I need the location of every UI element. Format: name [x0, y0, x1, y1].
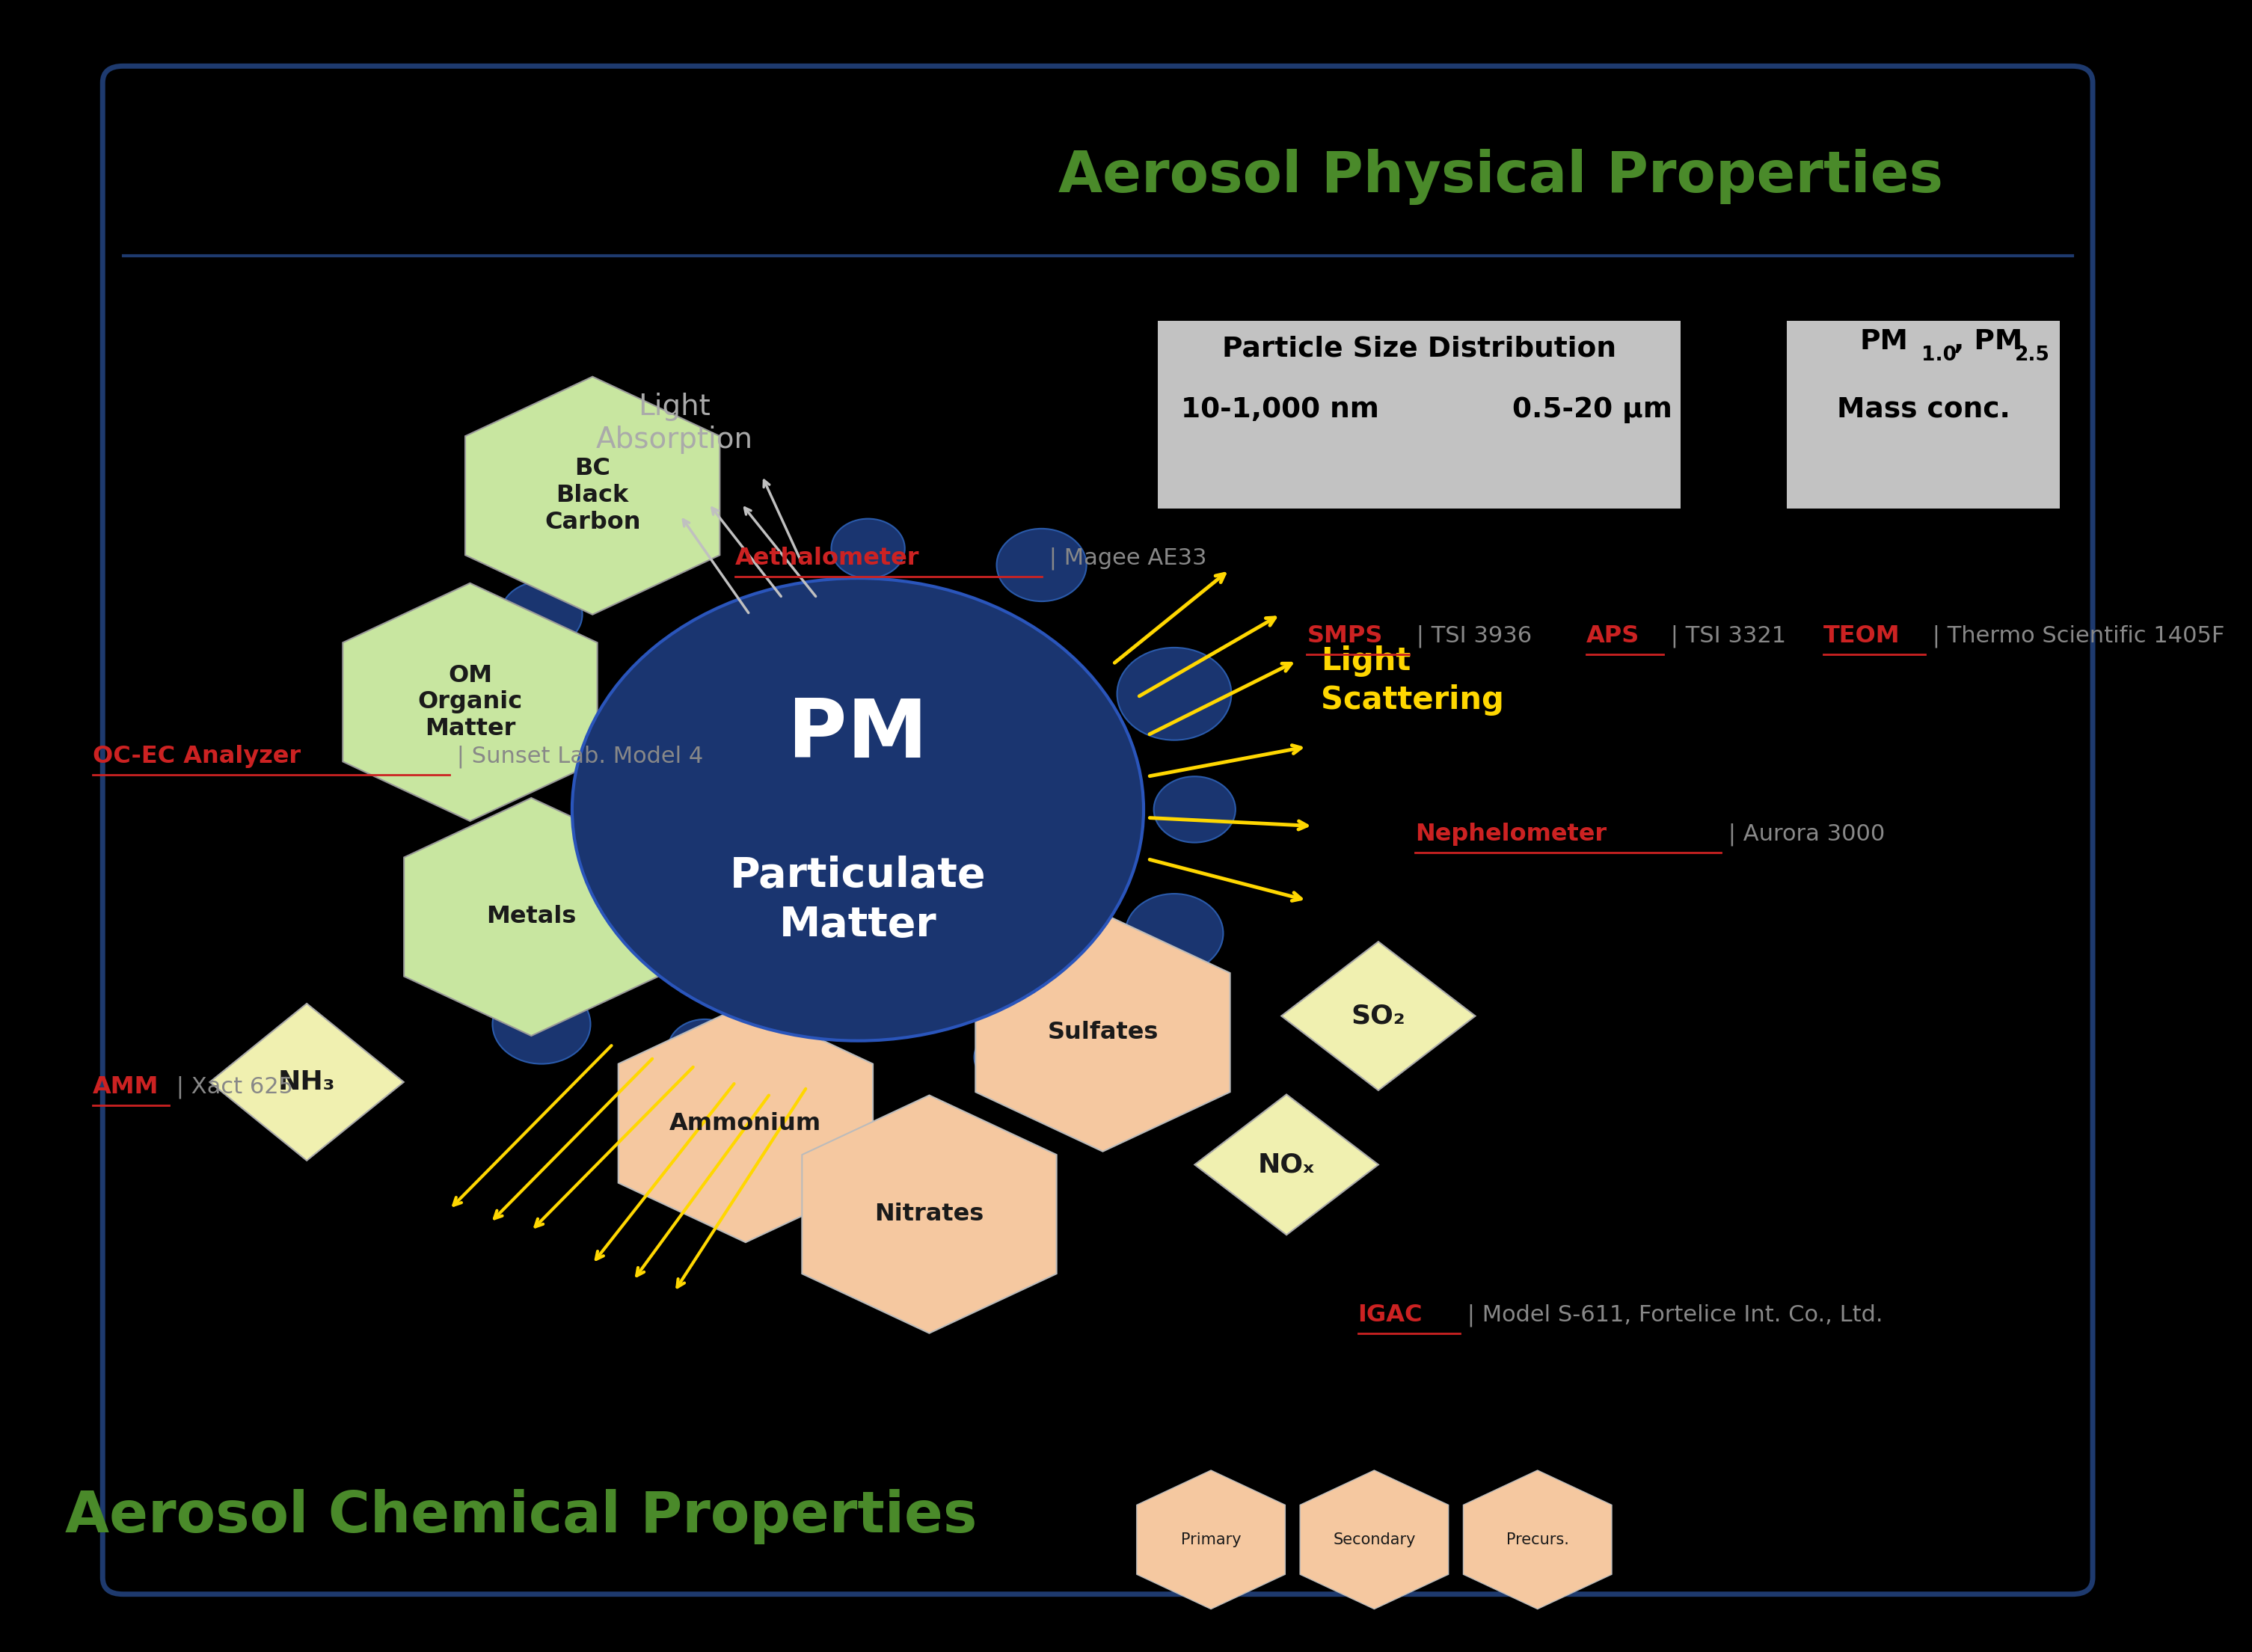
Circle shape: [1126, 894, 1223, 973]
Text: Aerosol Physical Properties: Aerosol Physical Properties: [1058, 149, 1943, 205]
Text: | Thermo Scientific 1405F: | Thermo Scientific 1405F: [1925, 624, 2225, 648]
Text: | Aurora 3000: | Aurora 3000: [1721, 823, 1885, 846]
Text: IGAC: IGAC: [1358, 1303, 1423, 1327]
Text: | Xact 625: | Xact 625: [169, 1075, 293, 1099]
Text: | Magee AE33: | Magee AE33: [1040, 547, 1207, 570]
Polygon shape: [1299, 1470, 1448, 1609]
Circle shape: [1117, 648, 1232, 740]
Text: , PM: , PM: [1955, 329, 2022, 355]
Circle shape: [572, 578, 1144, 1041]
FancyBboxPatch shape: [1158, 320, 1680, 509]
Text: BC
Black
Carbon: BC Black Carbon: [545, 458, 640, 534]
Circle shape: [669, 1019, 741, 1079]
Polygon shape: [1137, 1470, 1286, 1609]
Text: Sulfates: Sulfates: [1047, 1021, 1158, 1044]
Text: | TSI 3321: | TSI 3321: [1662, 624, 1786, 648]
Text: Nitrates: Nitrates: [874, 1203, 984, 1226]
FancyBboxPatch shape: [1786, 320, 2061, 509]
Text: Primary: Primary: [1180, 1531, 1241, 1548]
Polygon shape: [403, 798, 658, 1036]
Text: Metals: Metals: [486, 905, 577, 928]
Circle shape: [1153, 776, 1236, 843]
Polygon shape: [619, 1004, 874, 1242]
Polygon shape: [1281, 942, 1475, 1090]
Text: Particle Size Distribution: Particle Size Distribution: [1223, 335, 1617, 362]
Text: AMM: AMM: [92, 1075, 158, 1099]
Circle shape: [493, 985, 590, 1064]
Polygon shape: [209, 1004, 403, 1160]
Circle shape: [500, 582, 583, 648]
Text: SO₂: SO₂: [1351, 1003, 1405, 1029]
Text: Aerosol Chemical Properties: Aerosol Chemical Properties: [65, 1488, 977, 1545]
Text: Light
Absorption: Light Absorption: [595, 393, 752, 454]
Polygon shape: [802, 1095, 1056, 1333]
Polygon shape: [342, 583, 597, 821]
Text: 1.0: 1.0: [1921, 345, 1957, 365]
Circle shape: [998, 529, 1085, 601]
Polygon shape: [1464, 1470, 1612, 1609]
Text: Light
Scattering: Light Scattering: [1322, 646, 1504, 715]
Text: NH₃: NH₃: [279, 1069, 336, 1095]
Text: Aethalometer: Aethalometer: [736, 547, 919, 570]
Text: | Model S-611, Fortelice Int. Co., Ltd.: | Model S-611, Fortelice Int. Co., Ltd.: [1459, 1303, 1883, 1327]
Text: OC-EC Analyzer: OC-EC Analyzer: [92, 745, 300, 768]
Text: 2.5: 2.5: [2016, 345, 2049, 365]
Text: OM
Organic
Matter: OM Organic Matter: [417, 664, 522, 740]
Circle shape: [975, 1028, 1047, 1087]
Text: Secondary: Secondary: [1333, 1531, 1417, 1548]
Polygon shape: [1194, 1095, 1378, 1236]
Text: NOₓ: NOₓ: [1259, 1151, 1315, 1178]
Circle shape: [484, 829, 558, 889]
Text: 0.5-20 μm: 0.5-20 μm: [1513, 396, 1673, 423]
Text: SMPS: SMPS: [1306, 624, 1383, 648]
Text: | TSI 3936: | TSI 3936: [1410, 624, 1531, 648]
Text: PM: PM: [788, 695, 928, 775]
Text: Ammonium: Ammonium: [669, 1112, 822, 1135]
Text: Mass conc.: Mass conc.: [1838, 396, 2011, 423]
Text: APS: APS: [1585, 624, 1639, 648]
Text: PM: PM: [1860, 329, 1907, 355]
Text: Particulate
Matter: Particulate Matter: [730, 856, 986, 945]
Circle shape: [480, 700, 554, 760]
Text: 10-1,000 nm: 10-1,000 nm: [1182, 396, 1380, 423]
Polygon shape: [466, 377, 721, 615]
Text: | Sunset Lab. Model 4: | Sunset Lab. Model 4: [450, 745, 703, 768]
Text: Precurs.: Precurs.: [1507, 1531, 1570, 1548]
Text: Nephelometer: Nephelometer: [1414, 823, 1606, 846]
Polygon shape: [975, 914, 1230, 1151]
Text: TEOM: TEOM: [1824, 624, 1901, 648]
Circle shape: [831, 519, 905, 578]
